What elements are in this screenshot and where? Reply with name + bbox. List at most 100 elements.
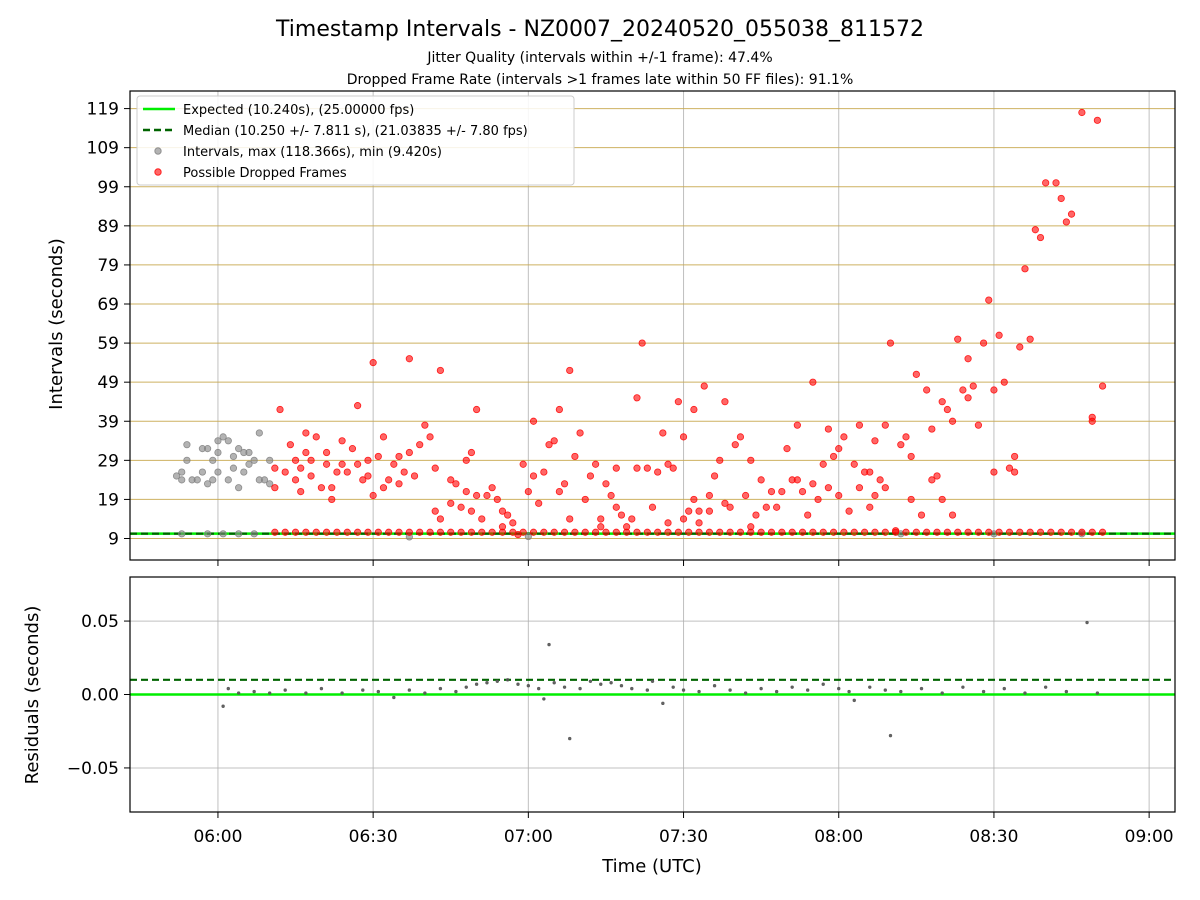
dropped-frame-point bbox=[545, 441, 553, 449]
dropped-frame-point bbox=[602, 528, 610, 536]
interval-point bbox=[203, 445, 212, 453]
residual-point bbox=[888, 733, 893, 738]
dropped-frame-point bbox=[695, 528, 703, 536]
dropped-frame-point bbox=[364, 472, 372, 480]
dropped-frame-point bbox=[550, 528, 558, 536]
residual-point bbox=[847, 689, 851, 694]
dropped-frame-point bbox=[736, 528, 745, 536]
residual-point bbox=[712, 683, 717, 688]
dropped-frame-point bbox=[643, 464, 651, 472]
chart-subtitle-jitter: Jitter Quality (intervals within +/-1 fr… bbox=[426, 50, 772, 66]
residual-point bbox=[588, 679, 593, 683]
dropped-frame-point bbox=[322, 448, 331, 457]
dropped-frame-point bbox=[819, 460, 827, 468]
dropped-frame-point bbox=[948, 511, 957, 519]
legend-median-label: Median (10.250 +/- 7.811 s), (21.03835 +… bbox=[183, 124, 528, 139]
dropped-frame-point bbox=[291, 476, 300, 484]
dropped-frame-point bbox=[679, 515, 688, 523]
dropped-frame-point bbox=[1098, 382, 1107, 390]
legend-dropped-label: Possible Dropped Frames bbox=[183, 166, 347, 181]
dropped-frame-point bbox=[964, 355, 972, 363]
dropped-frame-point bbox=[312, 528, 320, 536]
residual-point bbox=[759, 686, 763, 691]
dropped-frame-point bbox=[695, 507, 703, 515]
dropped-frame-point bbox=[529, 417, 538, 425]
dropped-frame-point bbox=[1067, 528, 1076, 536]
interval-point bbox=[250, 456, 258, 464]
residual-point bbox=[267, 691, 272, 695]
dropped-frame-point bbox=[643, 528, 651, 536]
dropped-frame-point bbox=[835, 445, 843, 453]
dropped-frame-point bbox=[798, 488, 807, 496]
dropped-frame-point bbox=[943, 405, 951, 414]
dropped-frame-point bbox=[369, 491, 377, 500]
residual-point bbox=[340, 691, 344, 695]
residual-point bbox=[883, 688, 887, 692]
dropped-frame-point bbox=[307, 456, 315, 464]
dropped-frame-point bbox=[804, 511, 812, 519]
interval-point bbox=[250, 530, 258, 538]
dropped-frame-point bbox=[571, 452, 579, 461]
dropped-frame-point bbox=[271, 484, 279, 492]
dropped-frame-point bbox=[405, 448, 413, 457]
dropped-frame-point bbox=[1000, 378, 1008, 386]
dropped-frame-point bbox=[395, 528, 403, 536]
y-axis-label-intervals: Intervals (seconds) bbox=[46, 238, 67, 410]
dropped-frame-point bbox=[431, 507, 439, 515]
dropped-frame-point bbox=[721, 499, 729, 507]
dropped-frame-point bbox=[964, 394, 972, 402]
dropped-frame-point bbox=[752, 511, 760, 519]
interval-point bbox=[235, 484, 243, 492]
dropped-frame-point bbox=[483, 491, 491, 500]
interval-point bbox=[193, 476, 201, 484]
residual-point bbox=[774, 689, 779, 694]
legend-box bbox=[136, 95, 575, 186]
dropped-frame-point bbox=[840, 433, 848, 441]
dropped-frame-point bbox=[524, 488, 532, 496]
dropped-frame-point bbox=[855, 421, 864, 429]
dropped-frame-point bbox=[721, 398, 729, 406]
dropped-frame-point bbox=[529, 528, 538, 536]
dropped-frame-point bbox=[959, 386, 967, 394]
interval-point bbox=[224, 437, 232, 445]
dropped-frame-point bbox=[395, 452, 403, 461]
dropped-frame-point bbox=[1011, 452, 1019, 461]
dropped-frame-point bbox=[654, 468, 662, 476]
interval-point bbox=[178, 476, 186, 484]
dropped-frame-point bbox=[685, 528, 693, 536]
residual-point bbox=[899, 689, 903, 694]
dropped-frame-point bbox=[369, 359, 377, 367]
dropped-frame-point bbox=[793, 476, 801, 484]
residual-point bbox=[728, 688, 732, 692]
dropped-frame-point bbox=[374, 528, 382, 536]
dropped-frame-point bbox=[519, 460, 527, 468]
dropped-frame-point bbox=[390, 460, 398, 468]
dropped-frame-point bbox=[633, 528, 641, 536]
legend-intervals-label: Intervals, max (118.366s), min (9.420s) bbox=[183, 145, 442, 160]
dropped-frame-point bbox=[954, 335, 962, 343]
dropped-frame-point bbox=[1005, 528, 1014, 536]
dropped-frame-point bbox=[276, 405, 284, 414]
residual-point bbox=[1023, 691, 1027, 695]
dropped-frame-point bbox=[923, 528, 931, 536]
dropped-frame-point bbox=[757, 476, 765, 484]
dropped-frame-point bbox=[809, 528, 817, 536]
dropped-frame-point bbox=[928, 476, 936, 484]
dropped-frame-point bbox=[540, 468, 548, 476]
dropped-frame-point bbox=[354, 528, 362, 536]
dropped-frame-point bbox=[933, 528, 941, 536]
residual-point bbox=[919, 686, 924, 691]
dropped-frame-point bbox=[912, 370, 920, 378]
y-tick-label: 49 bbox=[97, 373, 119, 393]
residual-point bbox=[981, 689, 986, 694]
residual-point bbox=[630, 686, 634, 691]
dropped-frame-point bbox=[333, 468, 341, 476]
residual-point bbox=[743, 691, 748, 695]
dropped-frame-point bbox=[824, 484, 832, 492]
residual-point bbox=[361, 688, 365, 692]
interval-point bbox=[183, 456, 191, 464]
dropped-frame-point bbox=[281, 528, 289, 536]
dropped-frame-point bbox=[628, 515, 636, 523]
dropped-frame-point bbox=[312, 433, 320, 441]
interval-point bbox=[214, 437, 222, 445]
